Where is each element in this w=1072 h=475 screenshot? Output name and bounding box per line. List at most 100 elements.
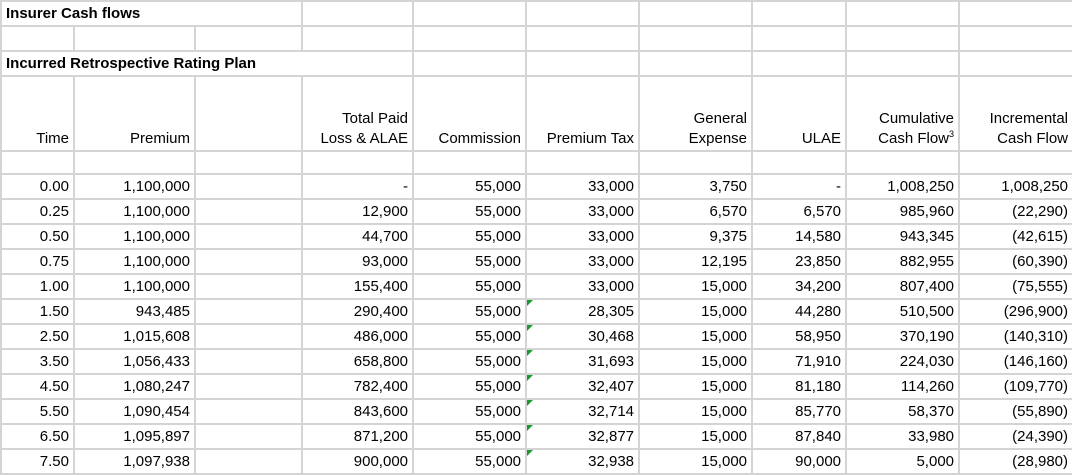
cell-commission[interactable]: 55,000 [412, 272, 528, 300]
cell[interactable] [193, 272, 304, 300]
cell[interactable] [525, 150, 641, 175]
cell-time[interactable]: 1.00 [0, 272, 75, 300]
cell[interactable] [73, 150, 196, 175]
cell-commission[interactable]: 55,000 [412, 222, 528, 250]
cell-commission[interactable]: 55,000 [412, 247, 528, 275]
cell-premium[interactable]: 1,090,454 [73, 397, 196, 425]
cell-general-expense[interactable]: 15,000 [638, 397, 754, 425]
cell-cumulative-cash-flow[interactable]: 882,955 [845, 247, 961, 275]
cell-cumulative-cash-flow[interactable]: 370,190 [845, 322, 961, 350]
cell-incremental-cash-flow[interactable]: (24,390) [958, 422, 1072, 450]
cell-general-expense[interactable]: 15,000 [638, 297, 754, 325]
cell[interactable] [193, 372, 304, 400]
cell-premium-tax[interactable]: 32,714 [525, 397, 641, 425]
cell[interactable] [193, 447, 304, 475]
cell[interactable] [193, 74, 304, 153]
cell-time[interactable]: 0.25 [0, 197, 75, 225]
cell-incremental-cash-flow[interactable]: (296,900) [958, 297, 1072, 325]
cell-cumulative-cash-flow[interactable]: 510,500 [845, 297, 961, 325]
cell[interactable] [0, 25, 75, 52]
cell-total-paid-loss[interactable]: 843,600 [301, 397, 415, 425]
sheet-title[interactable]: Insurer Cash flows [0, 0, 304, 27]
cell[interactable] [193, 222, 304, 250]
cell-premium[interactable]: 1,100,000 [73, 222, 196, 250]
cell-premium[interactable]: 1,100,000 [73, 172, 196, 200]
cell-general-expense[interactable]: 9,375 [638, 222, 754, 250]
cell-general-expense[interactable]: 15,000 [638, 422, 754, 450]
cell[interactable] [412, 25, 528, 52]
cell-premium-tax[interactable]: 32,938 [525, 447, 641, 475]
cell-total-paid-loss[interactable]: - [301, 172, 415, 200]
header-general-expense[interactable]: General Expense [638, 74, 754, 153]
cell-time[interactable]: 7.50 [0, 447, 75, 475]
cell-premium[interactable]: 1,015,608 [73, 322, 196, 350]
cell-total-paid-loss[interactable]: 782,400 [301, 372, 415, 400]
cell-incremental-cash-flow[interactable]: (109,770) [958, 372, 1072, 400]
cell-premium-tax[interactable]: 28,305 [525, 297, 641, 325]
cell-premium-tax[interactable]: 33,000 [525, 222, 641, 250]
cell[interactable] [193, 247, 304, 275]
cell-time[interactable]: 0.50 [0, 222, 75, 250]
cell-ulae[interactable]: 58,950 [751, 322, 848, 350]
cell[interactable] [958, 25, 1072, 52]
header-cumulative-cash-flow[interactable]: Cumulative Cash Flow3 [845, 74, 961, 153]
cell[interactable] [193, 422, 304, 450]
cell-premium[interactable]: 943,485 [73, 297, 196, 325]
cell-ulae[interactable]: 85,770 [751, 397, 848, 425]
cell[interactable] [638, 25, 754, 52]
cell-time[interactable]: 6.50 [0, 422, 75, 450]
cell-time[interactable]: 4.50 [0, 372, 75, 400]
cell-cumulative-cash-flow[interactable]: 5,000 [845, 447, 961, 475]
cell-ulae[interactable]: 6,570 [751, 197, 848, 225]
cell-time[interactable]: 5.50 [0, 397, 75, 425]
cell-commission[interactable]: 55,000 [412, 447, 528, 475]
cell-time[interactable]: 3.50 [0, 347, 75, 375]
header-ulae[interactable]: ULAE [751, 74, 848, 153]
cell[interactable] [193, 150, 304, 175]
cell-premium-tax[interactable]: 30,468 [525, 322, 641, 350]
cell-commission[interactable]: 55,000 [412, 322, 528, 350]
cell-commission[interactable]: 55,000 [412, 347, 528, 375]
cell-cumulative-cash-flow[interactable]: 224,030 [845, 347, 961, 375]
cell[interactable] [845, 25, 961, 52]
cell-ulae[interactable]: 23,850 [751, 247, 848, 275]
cell[interactable] [845, 0, 961, 27]
cell-total-paid-loss[interactable]: 871,200 [301, 422, 415, 450]
cell-total-paid-loss[interactable]: 12,900 [301, 197, 415, 225]
cell[interactable] [958, 150, 1072, 175]
cell[interactable] [845, 150, 961, 175]
cell-premium[interactable]: 1,097,938 [73, 447, 196, 475]
cell-premium-tax[interactable]: 33,000 [525, 172, 641, 200]
cell[interactable] [751, 50, 848, 77]
cell-cumulative-cash-flow[interactable]: 1,008,250 [845, 172, 961, 200]
cell[interactable] [751, 0, 848, 27]
cell-premium-tax[interactable]: 31,693 [525, 347, 641, 375]
cell[interactable] [193, 25, 304, 52]
cell-ulae[interactable]: 14,580 [751, 222, 848, 250]
cell-general-expense[interactable]: 15,000 [638, 372, 754, 400]
header-premium-tax[interactable]: Premium Tax [525, 74, 641, 153]
cell[interactable] [73, 25, 196, 52]
cell[interactable] [301, 150, 415, 175]
sheet-subtitle[interactable]: Incurred Retrospective Rating Plan [0, 50, 415, 77]
cell-general-expense[interactable]: 6,570 [638, 197, 754, 225]
cell[interactable] [638, 50, 754, 77]
header-incremental-cash-flow[interactable]: Incremental Cash Flow [958, 74, 1072, 153]
cell[interactable] [525, 50, 641, 77]
cell-ulae[interactable]: 90,000 [751, 447, 848, 475]
cell-total-paid-loss[interactable]: 44,700 [301, 222, 415, 250]
header-time[interactable]: Time [0, 74, 75, 153]
cell[interactable] [958, 0, 1072, 27]
cell-time[interactable]: 1.50 [0, 297, 75, 325]
cell[interactable] [412, 0, 528, 27]
cell-cumulative-cash-flow[interactable]: 58,370 [845, 397, 961, 425]
cell-incremental-cash-flow[interactable]: (42,615) [958, 222, 1072, 250]
cell-cumulative-cash-flow[interactable]: 943,345 [845, 222, 961, 250]
cell-total-paid-loss[interactable]: 290,400 [301, 297, 415, 325]
cell[interactable] [193, 397, 304, 425]
cell-premium[interactable]: 1,100,000 [73, 272, 196, 300]
cell-incremental-cash-flow[interactable]: (75,555) [958, 272, 1072, 300]
cell[interactable] [958, 50, 1072, 77]
cell-premium-tax[interactable]: 33,000 [525, 272, 641, 300]
cell-premium[interactable]: 1,100,000 [73, 247, 196, 275]
